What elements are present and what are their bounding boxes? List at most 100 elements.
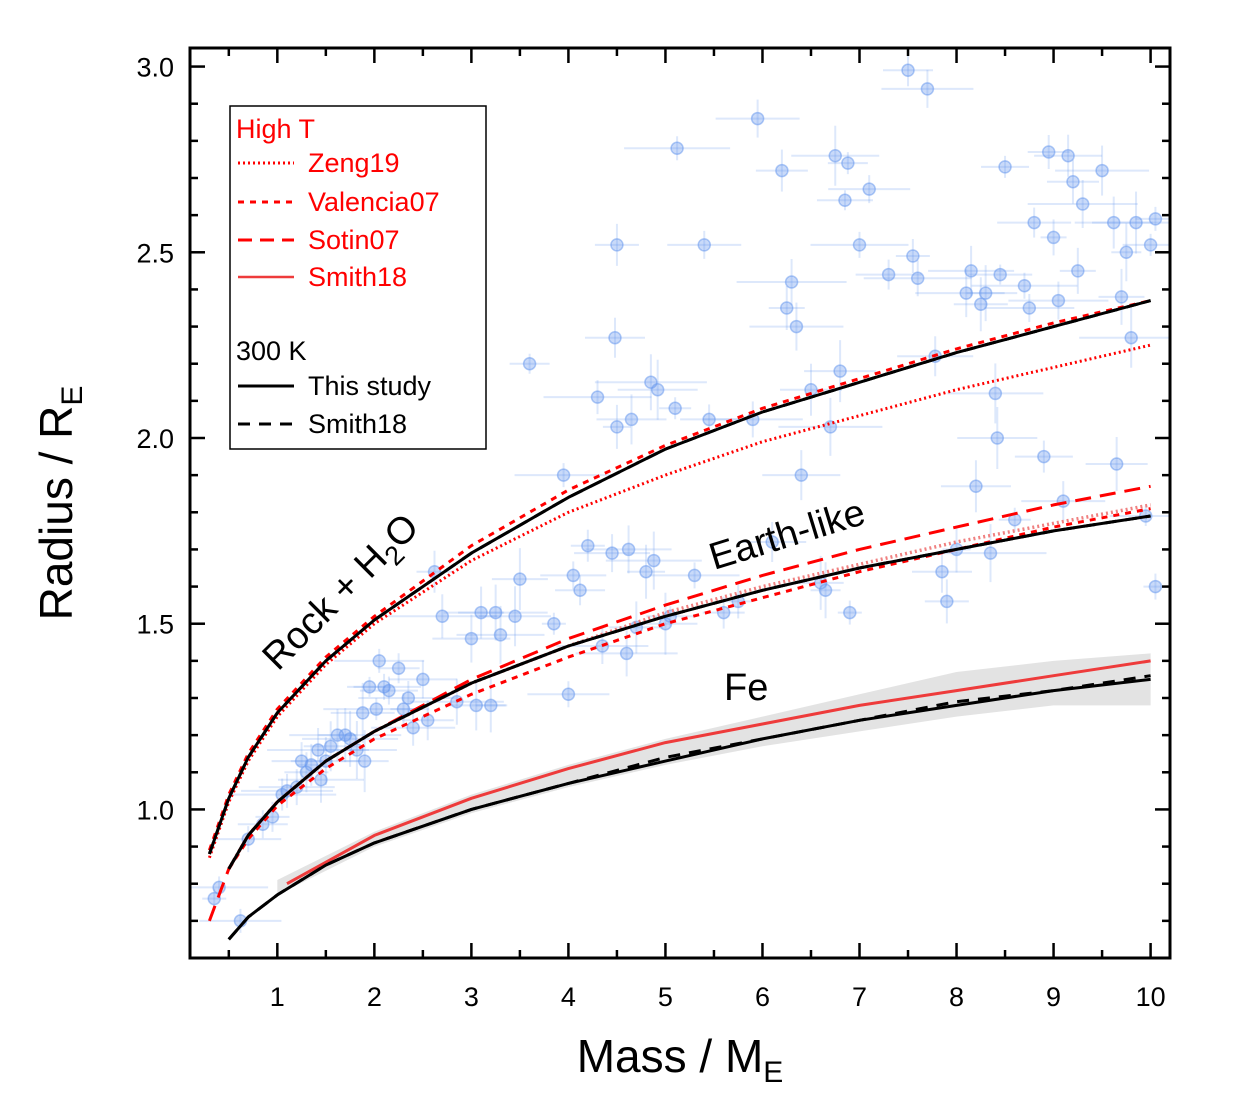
point-marker bbox=[484, 698, 498, 713]
legend-label-this-study: This study bbox=[308, 371, 432, 401]
exoplanet-point bbox=[881, 69, 974, 108]
point-marker bbox=[910, 271, 925, 286]
point-marker bbox=[382, 683, 396, 698]
point-marker bbox=[1114, 290, 1129, 304]
x-tick-label: 2 bbox=[367, 982, 382, 1012]
exoplanet-point bbox=[911, 550, 972, 593]
exoplanet-point bbox=[1111, 223, 1142, 282]
fe-uncertainty-band bbox=[277, 653, 1151, 895]
exoplanet-point bbox=[810, 231, 909, 258]
point-marker bbox=[775, 163, 789, 178]
exoplanet-point bbox=[514, 463, 613, 488]
point-marker bbox=[372, 654, 386, 668]
point-marker bbox=[1148, 579, 1163, 594]
exoplanet-point bbox=[828, 175, 911, 204]
curve-valencia07-earth-like bbox=[227, 507, 1151, 870]
point-marker bbox=[1046, 230, 1061, 245]
exoplanet-point bbox=[585, 525, 672, 574]
exoplanet-point bbox=[353, 676, 386, 697]
model-curves-layer bbox=[207, 299, 1151, 941]
point-marker bbox=[978, 286, 993, 300]
point-marker bbox=[852, 238, 867, 252]
exoplanet-point bbox=[527, 681, 610, 708]
point-marker bbox=[522, 356, 537, 371]
point-marker bbox=[556, 468, 571, 482]
exoplanet-point bbox=[1092, 191, 1170, 254]
point-marker bbox=[1022, 301, 1037, 315]
x-tick-label: 3 bbox=[464, 982, 479, 1012]
exoplanet-point bbox=[966, 265, 1005, 322]
point-marker bbox=[435, 609, 450, 624]
exoplanet-point bbox=[827, 152, 868, 175]
exoplanet-point bbox=[456, 605, 545, 664]
point-marker bbox=[794, 468, 809, 482]
exoplanet-point bbox=[1014, 440, 1073, 473]
point-marker bbox=[1106, 215, 1121, 230]
point-marker bbox=[605, 546, 619, 560]
point-marker bbox=[391, 661, 406, 676]
exoplanet-point bbox=[934, 524, 1047, 583]
point-marker bbox=[406, 720, 420, 735]
point-marker bbox=[841, 156, 855, 170]
curve-valencia07-rock-h2o bbox=[207, 299, 1151, 851]
point-marker bbox=[1109, 457, 1124, 471]
point-marker bbox=[833, 364, 847, 378]
point-marker bbox=[784, 275, 799, 289]
point-marker bbox=[1075, 197, 1090, 211]
exoplanet-point bbox=[837, 600, 862, 625]
exoplanet-point bbox=[596, 394, 667, 445]
exoplanet-point bbox=[555, 575, 606, 606]
point-marker bbox=[940, 594, 954, 609]
exoplanet-point bbox=[659, 397, 692, 420]
x-tick-label: 10 bbox=[1136, 982, 1166, 1012]
point-marker bbox=[513, 572, 527, 586]
y-axis-title-sub: E bbox=[56, 386, 89, 406]
exoplanet-point bbox=[377, 653, 420, 684]
exoplanet-point bbox=[624, 136, 731, 161]
exoplanet-point bbox=[768, 286, 805, 330]
exoplanet-point bbox=[627, 544, 666, 599]
point-marker bbox=[687, 568, 702, 583]
y-tick-label: 1.5 bbox=[136, 610, 174, 640]
point-marker bbox=[828, 148, 842, 163]
exoplanet-point bbox=[816, 190, 873, 211]
x-tick-label: 7 bbox=[852, 982, 867, 1012]
point-marker bbox=[573, 583, 587, 598]
point-marker bbox=[1095, 163, 1109, 178]
exoplanet-point bbox=[1074, 196, 1153, 249]
exoplanet-point bbox=[755, 149, 808, 192]
exoplanet-point bbox=[998, 507, 1031, 532]
point-marker bbox=[355, 706, 370, 720]
x-tick-label: 4 bbox=[561, 982, 576, 1012]
legend-label-valencia07: Valencia07 bbox=[308, 187, 440, 217]
point-marker bbox=[750, 111, 765, 126]
point-marker bbox=[362, 680, 377, 694]
exoplanet-point bbox=[791, 125, 880, 186]
curve-this-study-300-k-rock-h2o bbox=[207, 299, 1151, 855]
point-marker bbox=[474, 605, 488, 620]
point-marker bbox=[610, 420, 624, 434]
point-marker bbox=[823, 420, 838, 434]
exoplanet-point bbox=[915, 269, 1018, 318]
exoplanet-point bbox=[1027, 180, 1138, 228]
exoplanet-point bbox=[340, 730, 389, 793]
exoplanet-point bbox=[491, 548, 548, 611]
point-marker bbox=[608, 330, 622, 345]
point-marker bbox=[304, 758, 319, 772]
point-marker bbox=[988, 386, 1003, 401]
point-marker bbox=[964, 264, 978, 278]
point-marker bbox=[990, 431, 1005, 445]
exoplanet-point bbox=[267, 728, 370, 772]
point-marker bbox=[1027, 215, 1041, 230]
point-marker bbox=[789, 319, 804, 334]
exoplanet-point bbox=[667, 230, 742, 259]
point-marker bbox=[1129, 215, 1143, 230]
y-tick-label: 3.0 bbox=[136, 53, 174, 83]
plot-frame bbox=[188, 46, 1172, 960]
point-marker bbox=[581, 538, 595, 553]
y-tick-label: 2.5 bbox=[136, 238, 174, 268]
exoplanet-point bbox=[1085, 437, 1148, 491]
exoplanet-point bbox=[968, 264, 1033, 285]
exoplanet-point bbox=[1122, 233, 1170, 256]
